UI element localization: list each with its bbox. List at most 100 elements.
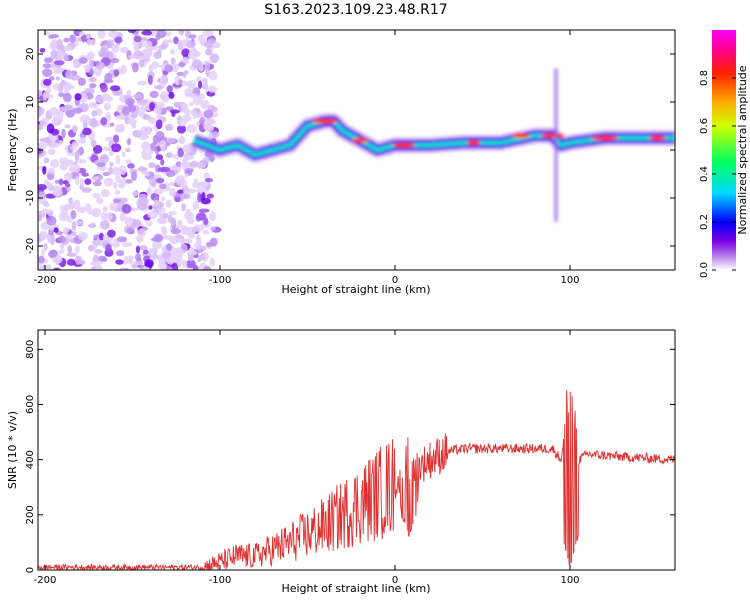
noise-speckle [75, 175, 80, 186]
noise-speckle [127, 118, 137, 126]
noise-speckle [58, 157, 70, 165]
noise-speckle [65, 69, 73, 80]
noise-speckle [58, 249, 65, 254]
noise-speckle [107, 39, 114, 49]
noise-speckle [70, 210, 77, 220]
noise-speckle [173, 101, 180, 108]
noise-speckle [97, 30, 106, 39]
noise-speckle [181, 48, 191, 57]
noise-speckle [198, 80, 203, 90]
noise-speckle [132, 62, 139, 73]
noise-speckle [165, 152, 173, 159]
noise-speckle [180, 243, 188, 254]
noise-speckle [79, 114, 91, 124]
noise-speckle [90, 266, 96, 270]
noise-speckle [46, 84, 52, 94]
noise-speckle [40, 208, 51, 215]
noise-speckle [62, 226, 70, 233]
noise-speckle [168, 188, 177, 197]
ridge-hotspot [312, 118, 338, 124]
noise-speckle [109, 161, 114, 167]
noise-speckle [187, 218, 195, 225]
noise-speckle [182, 144, 192, 154]
noise-speckle [186, 40, 196, 49]
noise-speckle [146, 187, 152, 196]
noise-speckle [102, 44, 109, 49]
noise-speckle [61, 209, 69, 219]
noise-speckle [87, 223, 96, 228]
noise-speckle [182, 259, 188, 268]
spectrogram-ytick-label: 10 [25, 96, 36, 109]
noise-speckle [74, 255, 83, 265]
noise-speckle [79, 177, 85, 187]
noise-speckle [195, 234, 202, 243]
noise-speckle [43, 157, 50, 164]
noise-speckle [172, 153, 180, 160]
noise-speckle [192, 200, 200, 210]
noise-speckle [67, 244, 72, 255]
noise-speckle [78, 137, 87, 144]
noise-speckle [47, 148, 56, 156]
noise-speckle [203, 120, 209, 131]
noise-speckle [179, 193, 191, 200]
noise-speckle [155, 130, 165, 141]
ridge-hotspot [392, 142, 416, 148]
noise-speckle [115, 173, 121, 184]
figure-title: S163.2023.109.23.48.R17 [264, 2, 447, 18]
noise-speckle [207, 193, 215, 199]
spectrogram-xtick-label: 0 [392, 275, 398, 286]
noise-speckle [100, 212, 106, 221]
noise-speckle [140, 125, 151, 136]
noise-speckle [64, 124, 71, 129]
ridge-hotspot [466, 140, 481, 146]
noise-speckle [118, 197, 128, 204]
noise-speckle [38, 255, 45, 264]
spectrogram-ylabel: Frequency (Hz) [6, 109, 19, 192]
noise-speckle [53, 227, 59, 233]
noise-speckle [191, 181, 203, 189]
noise-speckle [132, 129, 143, 138]
snr-frame [37, 329, 676, 571]
noise-speckle [133, 35, 142, 43]
noise-speckle [50, 142, 59, 148]
noise-speckle [68, 159, 74, 164]
noise-speckle [177, 147, 184, 158]
noise-speckle [211, 106, 218, 113]
noise-speckle [159, 140, 167, 151]
noise-speckle [144, 259, 154, 268]
noise-speckle [141, 30, 153, 36]
noise-speckle [143, 249, 149, 255]
noise-speckle [121, 203, 132, 214]
noise-speckle [115, 114, 126, 120]
noise-speckle [52, 83, 61, 91]
noise-speckle [202, 229, 210, 235]
noise-speckle [39, 137, 51, 143]
noise-speckle [209, 257, 215, 267]
spectrogram-xtick-label: -200 [34, 275, 57, 286]
noise-speckle [77, 77, 87, 86]
snr-axes: -200 -100 0 100 0 200 400 600 800 [25, 330, 675, 586]
noise-speckle [91, 110, 98, 117]
noise-speckle [113, 134, 120, 143]
noise-speckle [104, 136, 115, 142]
noise-speckle [100, 188, 111, 198]
noise-speckle [184, 168, 194, 174]
snr-ytick-label: 400 [25, 450, 36, 469]
noise-speckle [58, 235, 66, 243]
noise-speckle [203, 172, 211, 180]
noise-speckle [133, 44, 140, 52]
noise-speckle [158, 212, 164, 218]
snr-xlabel: Height of straight line (km) [281, 582, 430, 595]
noise-speckle [212, 41, 221, 49]
noise-speckle [70, 145, 77, 150]
noise-speckle [63, 37, 70, 43]
noise-speckle [66, 172, 72, 183]
noise-speckle [81, 172, 90, 177]
noise-speckle [128, 54, 137, 59]
noise-speckle [113, 69, 120, 77]
noise-speckle [50, 249, 57, 258]
noise-speckle [157, 101, 165, 109]
noise-speckle [209, 237, 218, 247]
